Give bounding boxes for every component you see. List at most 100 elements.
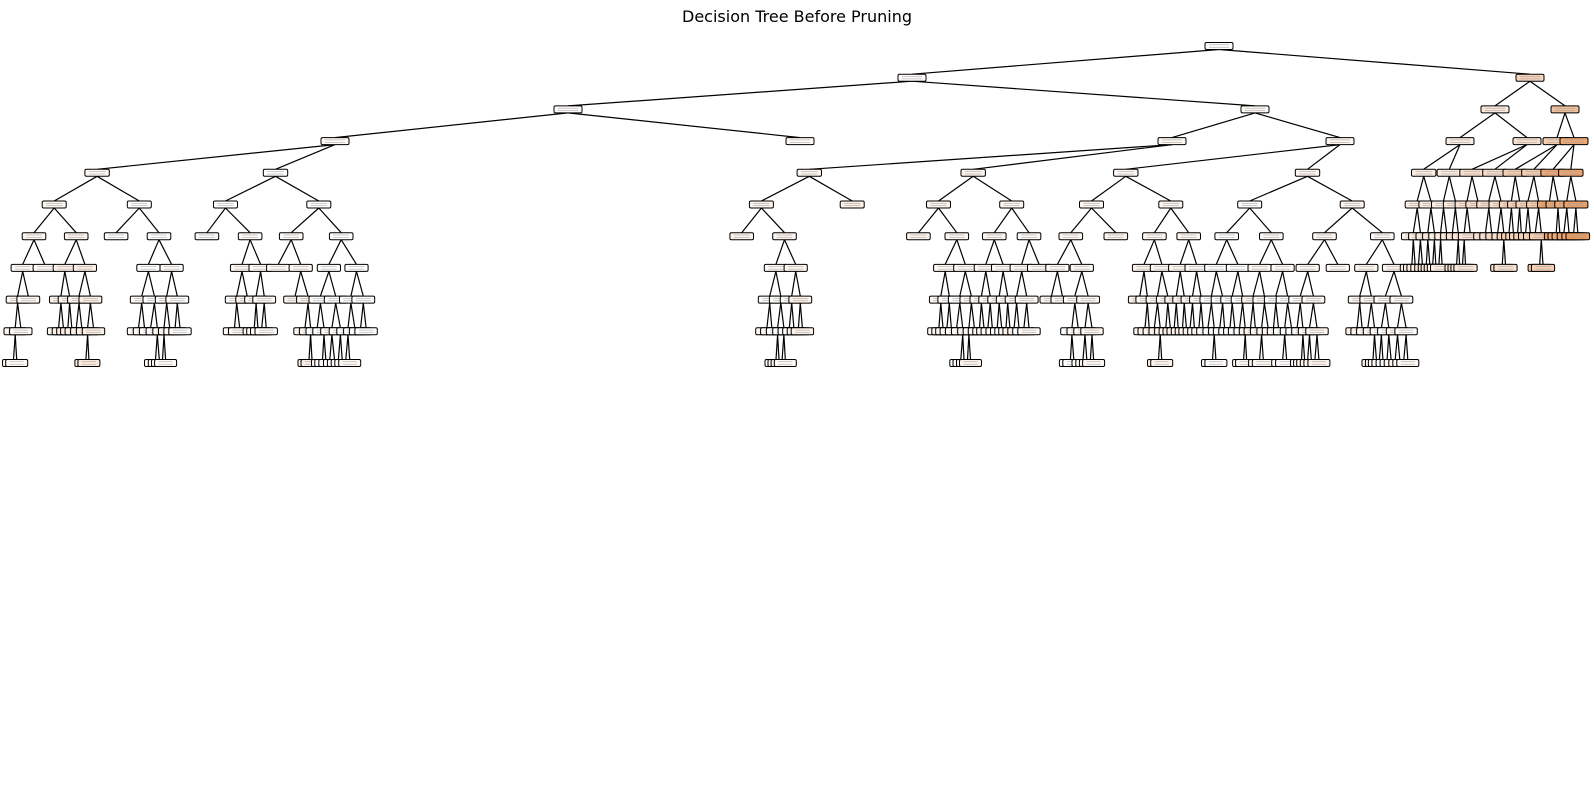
tree-edge [1259,271,1265,297]
tree-edge [97,144,336,170]
tree-node [41,200,67,209]
tree-edge [1412,239,1416,265]
tree-edge [978,303,982,328]
tree-edge [1548,176,1554,202]
tree-edge [1210,303,1215,328]
tree-node [1436,168,1462,177]
tree-edge [1564,112,1575,138]
tree-edge [1125,144,1341,170]
tree-edge [780,303,785,328]
tree-node [1312,232,1337,241]
tree-edge [1466,176,1473,202]
tree-node [288,263,313,272]
tree-edge [300,271,309,297]
tree-edge [1527,207,1531,233]
tree-node [1150,359,1174,367]
tree-edge [84,271,91,297]
tree-edge [1529,80,1566,107]
tree-edge [1261,334,1264,360]
tree-edge [33,207,55,234]
tree-node [9,327,33,336]
tree-edge [1198,303,1202,328]
tree-edge [1296,303,1301,328]
tree-node [788,295,813,304]
tree-edge [331,303,337,328]
tree-node [320,137,350,146]
tree-edge [60,271,66,297]
tree-node [1142,232,1167,241]
tree-edge [996,303,1000,328]
tree-edge [998,303,1003,328]
tree-edge [1071,334,1075,360]
tree-edge [1239,303,1244,328]
tree-edge [1252,271,1261,297]
tree-edge [33,239,46,265]
tree-edge [1417,239,1421,265]
tree-edge [339,334,343,360]
tree-node [1307,359,1331,367]
tree-edge [1007,303,1011,328]
tree-edge [163,334,167,360]
tree-edge [1365,271,1372,297]
tree-edge [1002,271,1009,297]
tree-edge [147,271,155,297]
tree-edge [1153,239,1163,265]
tree-node [1016,232,1042,241]
tree-edge [1412,207,1418,233]
tree-edge [17,271,24,297]
tree-edge [783,334,786,360]
tree-edge [1222,303,1226,328]
tree-node [1295,263,1320,272]
tree-edge [1427,207,1432,233]
tree-edge [993,207,1013,234]
tree-edge [1448,144,1461,170]
tree-edge [959,303,964,328]
tree-edge [1167,303,1171,328]
tree-nodes [2,42,1591,367]
tree-node [354,327,378,336]
tree-edge [261,303,265,328]
tree-edge [968,334,972,360]
tree-edge [799,303,803,328]
tree-edge [290,239,302,265]
tree-node [1214,232,1240,241]
tree-edge [1125,175,1172,202]
tree-edge [1525,207,1529,233]
tree-node [1225,263,1251,272]
tree-node [1069,263,1094,272]
tree-edge [1282,271,1289,297]
tree-edge [329,334,333,360]
tree-edge [263,303,267,328]
tree-node [1530,263,1556,272]
tree-edge [1071,303,1076,328]
tree-node [1550,105,1580,114]
tree-node [103,232,129,241]
tree-node [16,295,41,304]
tree-edge [260,271,265,297]
tree-edge [233,303,238,328]
tree-node [959,359,982,367]
tree-edge [340,239,358,265]
tree-node [136,263,161,272]
tree-edge [1575,207,1579,233]
tree-edge [1249,303,1254,328]
tree-edge [1181,303,1185,328]
tree-edge [938,175,974,202]
tree-edge [1081,271,1089,297]
tree-edge [1237,271,1244,297]
tree-node [1204,42,1234,50]
tree-edge [1028,239,1040,265]
tree-edge [1261,303,1265,328]
tree-edge [1282,334,1286,360]
tree-edge [1215,271,1224,297]
tree-edge [938,207,958,234]
tree-edge [318,207,342,234]
tree-edge [1556,112,1566,138]
tree-edge [1156,303,1161,328]
tree-edge [1231,271,1239,297]
tree-edge [1538,207,1542,233]
tree-node [1270,263,1295,272]
tree-edge [1494,144,1528,170]
tree-edge [1386,334,1390,360]
tree-node [351,295,376,304]
